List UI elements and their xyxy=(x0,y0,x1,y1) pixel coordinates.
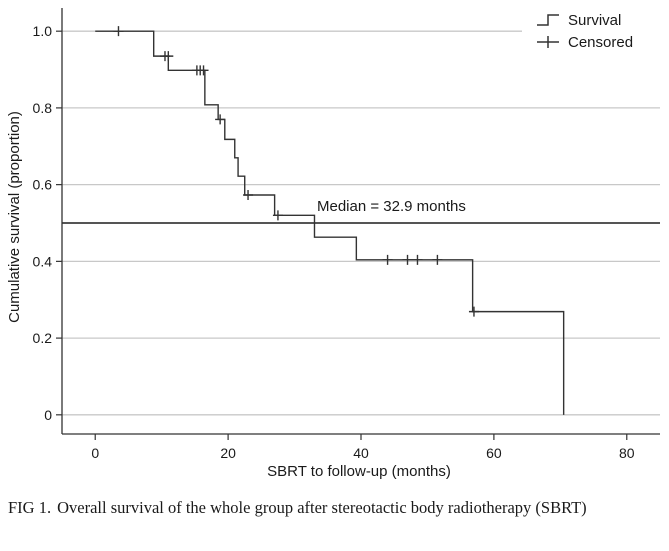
y-tick-label: 0.2 xyxy=(33,330,53,346)
legend-step-symbol xyxy=(537,14,559,26)
x-tick-label: 80 xyxy=(619,445,635,461)
x-tick-label: 20 xyxy=(220,445,236,461)
y-tick-label: 0.4 xyxy=(33,253,53,269)
censor-marker xyxy=(432,254,443,265)
censor-marker xyxy=(198,65,209,76)
legend: Survival Censored xyxy=(537,12,633,51)
plot-frame xyxy=(61,8,660,435)
censor-marker xyxy=(113,26,124,37)
censor-marker xyxy=(382,254,393,265)
censor-marker xyxy=(163,51,174,62)
censor-marker xyxy=(402,254,413,265)
x-axis-title: SBRT to follow-up (months) xyxy=(267,463,451,480)
median-annotation: Median = 32.9 months xyxy=(317,198,466,215)
legend-label-survival: Survival xyxy=(568,12,621,29)
legend-item-censored: Censored xyxy=(537,34,633,51)
figure-caption: FIG 1. Overall survival of the whole grou… xyxy=(8,497,658,518)
survival-chart: Median = 32.9 months 0 0.2 0.4 0.6 0.8 1.0 0 2… xyxy=(6,8,660,480)
y-tick-label: 0.8 xyxy=(33,100,53,116)
censor-marker xyxy=(215,114,226,125)
y-axis-title: Cumulative survival (proportion) xyxy=(6,111,23,323)
y-axis-ticks: 0 0.2 0.4 0.6 0.8 1.0 xyxy=(33,23,62,423)
caption-text: Overall survival of the whole group afte… xyxy=(57,498,587,517)
x-axis-ticks: 0 20 40 60 80 xyxy=(91,434,635,461)
censor-marker xyxy=(412,254,423,265)
x-tick-label: 0 xyxy=(91,445,99,461)
survival-series xyxy=(95,30,565,415)
censor-marker xyxy=(272,210,283,221)
y-tick-label: 0 xyxy=(44,407,52,423)
caption-label: FIG 1. xyxy=(8,498,52,517)
x-tick-label: 40 xyxy=(353,445,369,461)
censor-marker xyxy=(468,306,479,317)
legend-item-survival: Survival xyxy=(537,12,621,29)
censored-markers xyxy=(113,26,479,317)
legend-label-censored: Censored xyxy=(568,34,633,51)
legend-censor-symbol xyxy=(537,36,559,48)
y-tick-label: 0.6 xyxy=(33,177,53,193)
survival-step-line xyxy=(95,30,565,415)
y-tick-label: 1.0 xyxy=(33,23,53,39)
censor-marker xyxy=(243,189,254,200)
x-tick-label: 60 xyxy=(486,445,502,461)
